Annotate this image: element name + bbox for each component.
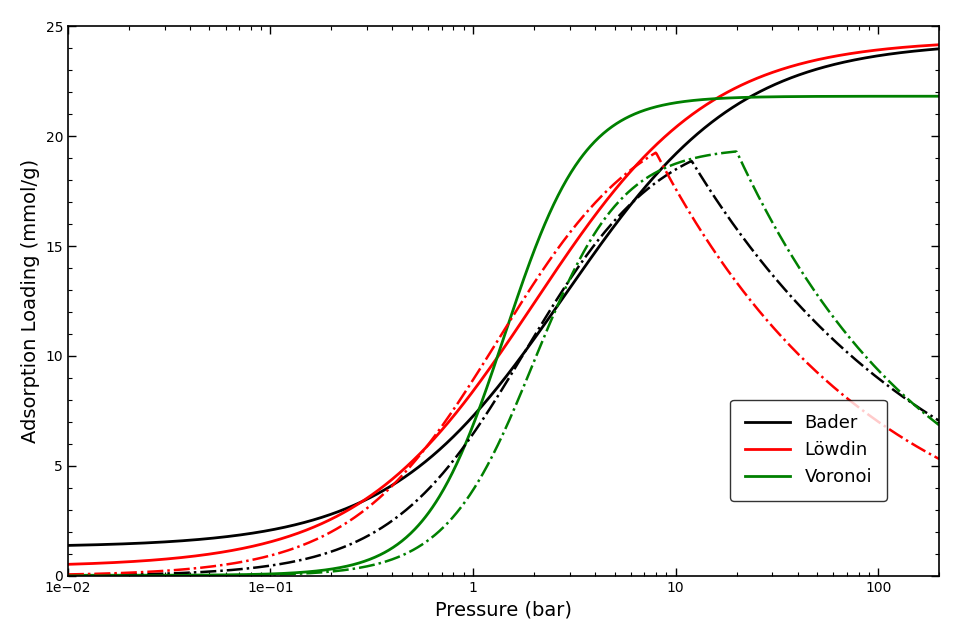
Voronoi <box>660 100 672 108</box>
Löwdin <box>151 556 162 564</box>
Line: Voronoi: Voronoi <box>68 96 939 575</box>
Voronoi <box>741 93 753 101</box>
Bader <box>933 45 945 52</box>
Bader <box>151 538 162 546</box>
Voronoi <box>415 520 426 527</box>
Bader <box>741 95 753 102</box>
Löwdin <box>445 415 457 422</box>
Bader <box>445 435 457 442</box>
Legend: Bader, Löwdin, Voronoi: Bader, Löwdin, Voronoi <box>731 400 887 500</box>
Löwdin <box>757 72 769 80</box>
Bader <box>62 541 74 549</box>
Löwdin <box>415 449 426 457</box>
Löwdin <box>933 41 945 49</box>
X-axis label: Pressure (bar): Pressure (bar) <box>435 600 572 619</box>
Voronoi <box>62 572 74 579</box>
Line: Bader: Bader <box>68 49 939 545</box>
Bader <box>757 86 769 94</box>
Löwdin <box>62 561 74 568</box>
Voronoi <box>933 92 945 100</box>
Voronoi <box>445 470 457 478</box>
Voronoi <box>757 93 769 101</box>
Löwdin <box>741 79 753 86</box>
Bader <box>660 160 672 168</box>
Löwdin <box>660 132 672 140</box>
Y-axis label: Adsorption Loading (mmol/g): Adsorption Loading (mmol/g) <box>21 159 39 443</box>
Voronoi <box>151 572 162 579</box>
Bader <box>415 462 426 470</box>
Line: Löwdin: Löwdin <box>68 45 939 564</box>
